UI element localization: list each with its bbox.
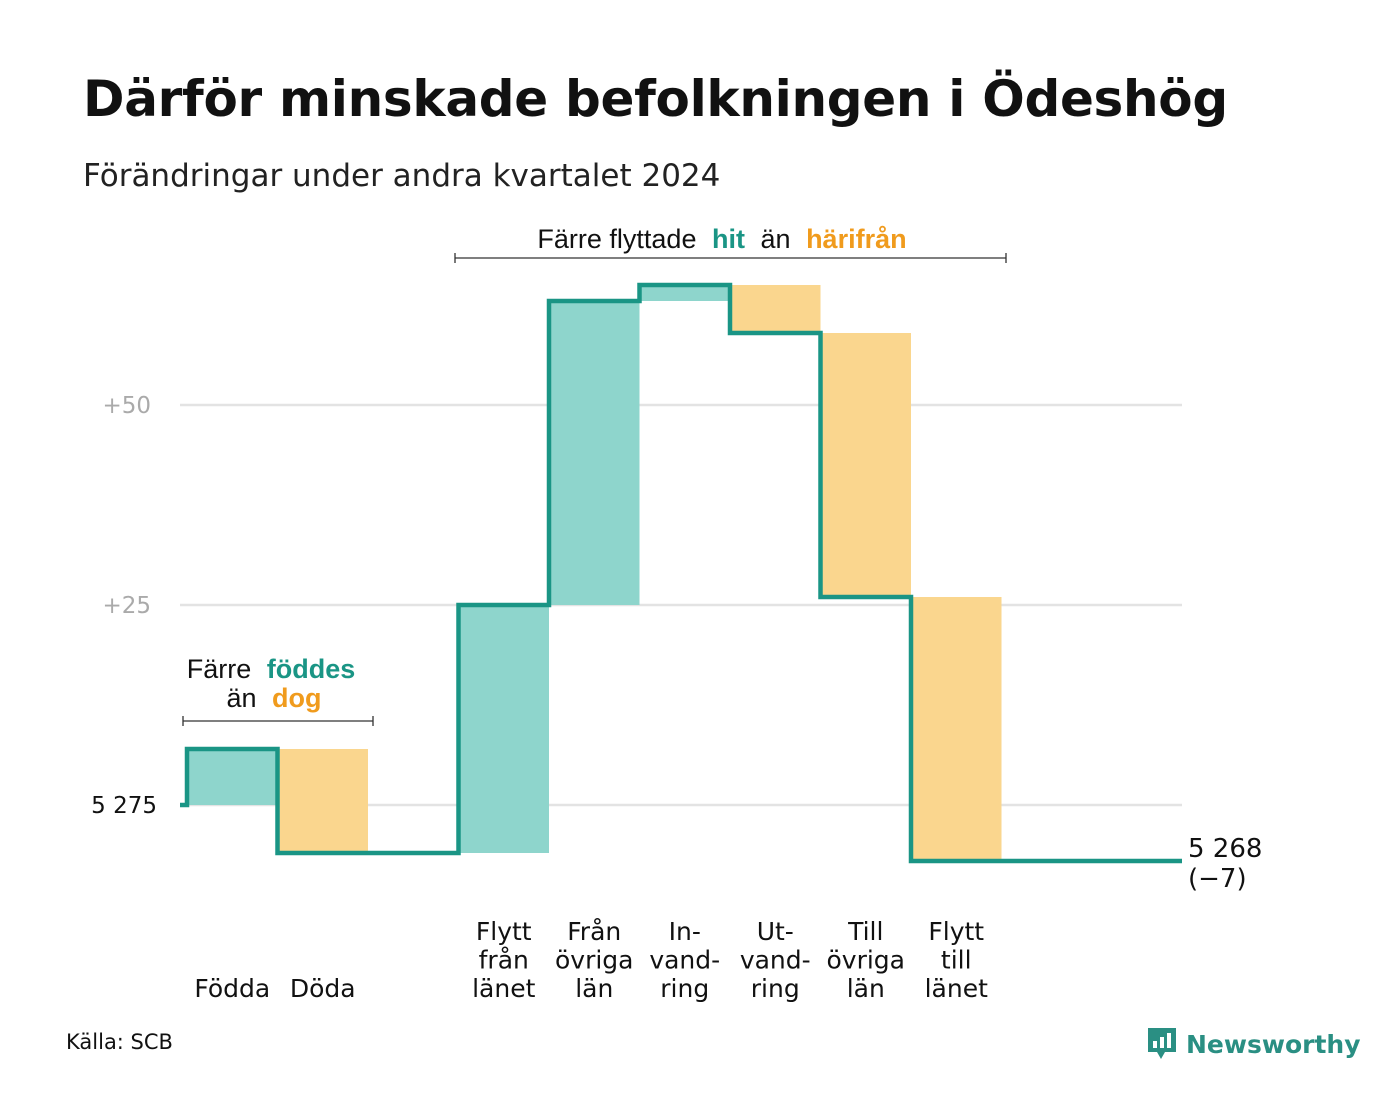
svg-text:Färre föddes: Färre föddes xyxy=(187,654,356,684)
category-label-6: Ut-vand-ring xyxy=(740,917,811,1003)
svg-text:än dog: än dog xyxy=(226,683,321,713)
bar-7 xyxy=(820,333,911,597)
y-tick-label-0: 5 275 xyxy=(91,793,157,819)
migration-annotation-than: än xyxy=(761,224,791,254)
births-annotation-highlight-born: föddes xyxy=(267,654,356,684)
category-label-5: In-vand-ring xyxy=(649,917,720,1003)
migration-annotation-highlight-out: härifrån xyxy=(806,224,907,254)
category-label-1: Döda xyxy=(290,974,356,1003)
end-value-label: 5 268 xyxy=(1188,834,1262,864)
births-annotation: Färre föddes än dog xyxy=(182,654,374,726)
bar-0 xyxy=(187,749,278,805)
bar-4 xyxy=(549,301,640,605)
y-tick-label-2: +50 xyxy=(102,393,151,419)
svg-text:Färre flyttade hit: Färre flyttade hit än härifrån xyxy=(537,224,906,254)
bars xyxy=(187,285,1002,861)
brand-name: Newsworthy xyxy=(1186,1029,1361,1059)
chart-title: Därför minskade befolkningen i Ödeshög xyxy=(83,70,1228,128)
bar-6 xyxy=(730,285,821,333)
migration-annotation-highlight-in: hit xyxy=(712,224,745,254)
category-label-7: Till övriga län xyxy=(826,917,905,1003)
bar-5 xyxy=(639,285,730,301)
births-annotation-prefix: Färre xyxy=(187,654,252,684)
y-tick-label-1: +25 xyxy=(102,593,151,619)
newsworthy-logo-icon xyxy=(1148,1028,1176,1059)
step-line xyxy=(180,282,1182,864)
births-annotation-than: än xyxy=(226,683,256,713)
bar-3 xyxy=(458,605,549,853)
end-change-label: (−7) xyxy=(1188,864,1247,894)
bar-1 xyxy=(277,749,368,853)
migration-annotation: Färre flyttade hit än härifrån xyxy=(454,224,1007,263)
category-label-4: Från övriga län xyxy=(555,917,634,1003)
chart-subtitle: Förändringar under andra kvartalet 2024 xyxy=(83,158,721,194)
category-label-8: Flytt till länet xyxy=(925,917,988,1003)
source-note: Källa: SCB xyxy=(66,1030,173,1054)
bar-8 xyxy=(911,597,1002,861)
births-annotation-highlight-died: dog xyxy=(272,683,321,713)
migration-annotation-prefix: Färre flyttade xyxy=(537,224,696,254)
running-total-line xyxy=(180,282,1182,864)
category-label-3: Flytt från länet xyxy=(472,917,535,1003)
category-labels: Födda Döda Flytt från länet Från övriga länIn-v… xyxy=(194,917,988,1003)
brand-logo: Newsworthy xyxy=(1146,1024,1361,1064)
waterfall-chart: 5 275 +25 +50 Födda Döda Flytt från länet Från ö… xyxy=(91,224,1262,1003)
category-label-0: Födda xyxy=(194,974,270,1003)
